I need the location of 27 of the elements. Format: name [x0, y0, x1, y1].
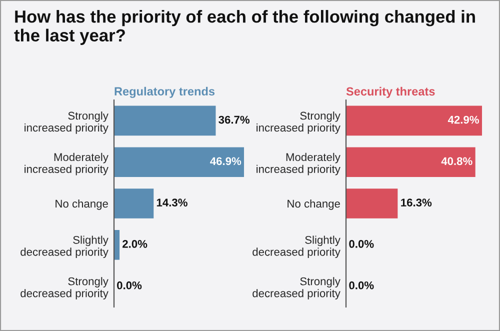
data-label: 46.9% — [210, 157, 242, 166]
chart-subtitle: Security threats — [346, 86, 435, 98]
data-label: 0.0% — [349, 281, 374, 290]
data-label: 2.0% — [122, 240, 148, 248]
y-tick-label: Slightly decreased priority — [252, 236, 340, 258]
data-label: 0.0% — [117, 281, 142, 290]
data-label: 40.8% — [441, 157, 472, 166]
chart-title: How has the priority of each of the following changed in the last year? — [14, 10, 475, 45]
data-label: 14.3% — [156, 198, 188, 206]
y-tick-label: Strongly increased priority — [256, 111, 340, 134]
y-tick-label: No change — [288, 199, 340, 210]
y-tick-label: No change — [56, 199, 108, 210]
data-label: 16.3% — [401, 198, 432, 206]
y-tick-label: Moderately increased priority — [256, 152, 340, 176]
bar — [114, 147, 244, 178]
data-label: 36.7% — [218, 116, 250, 124]
bar — [114, 230, 120, 260]
y-tick-label: Slightly decreased priority — [20, 236, 108, 258]
data-label: 0.0% — [349, 240, 374, 248]
y-tick-label: Strongly increased priority — [24, 111, 108, 134]
y-tick-label: Strongly decreased priority — [20, 277, 108, 300]
bar — [114, 106, 216, 136]
y-tick-label: Moderately increased priority — [24, 152, 108, 176]
bar — [114, 188, 154, 218]
y-tick-label: Strongly decreased priority — [252, 277, 340, 300]
chart-subtitle: Regulatory trends — [114, 86, 215, 98]
data-label: 42.9% — [448, 116, 479, 124]
